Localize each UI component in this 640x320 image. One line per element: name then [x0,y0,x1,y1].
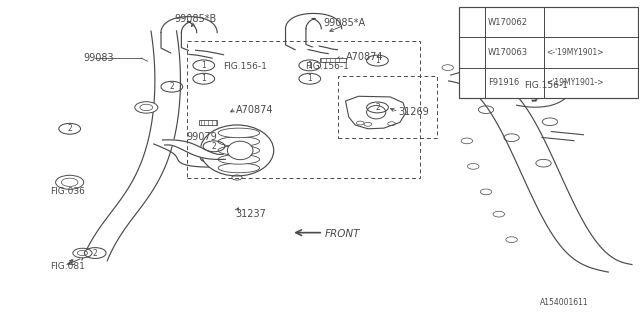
Ellipse shape [218,155,260,164]
Polygon shape [82,31,180,261]
Polygon shape [451,66,502,79]
Polygon shape [346,96,406,129]
Ellipse shape [218,128,260,138]
Polygon shape [516,89,575,107]
Text: A70874: A70874 [346,52,383,62]
Text: 2: 2 [93,249,97,258]
Circle shape [56,175,84,189]
Text: 99083: 99083 [84,53,115,63]
Text: 1: 1 [307,74,312,83]
Polygon shape [154,141,252,167]
Text: A154001611: A154001611 [540,298,589,307]
Polygon shape [285,29,313,50]
Text: 2: 2 [67,124,72,133]
Text: FRONT: FRONT [325,229,360,239]
Text: 1: 1 [307,61,312,70]
Text: FIG.081: FIG.081 [51,262,85,271]
Text: 1: 1 [202,74,206,83]
Ellipse shape [218,137,260,146]
Text: 1: 1 [202,61,206,70]
Ellipse shape [218,146,260,155]
Bar [320,58,346,62]
Polygon shape [189,50,223,58]
Circle shape [73,248,92,258]
Ellipse shape [218,163,260,173]
Text: A70874: A70874 [236,105,273,115]
Text: 99085*A: 99085*A [323,18,365,28]
Bar [187,41,420,178]
Text: 2: 2 [212,142,216,151]
Text: <-'19MY1901>: <-'19MY1901> [546,48,604,57]
Bar [338,76,437,138]
Text: F91916: F91916 [488,78,519,87]
Polygon shape [449,73,632,272]
Text: 2: 2 [170,82,174,91]
Polygon shape [542,132,584,141]
Circle shape [135,102,158,113]
Text: FIG.036: FIG.036 [51,188,85,196]
Text: <'19MY1901->: <'19MY1901-> [546,78,604,87]
Polygon shape [161,33,189,53]
Text: 31237: 31237 [236,209,267,219]
Ellipse shape [227,141,253,160]
Polygon shape [163,140,225,159]
Polygon shape [285,13,342,29]
Text: 31269: 31269 [399,107,429,117]
Ellipse shape [367,106,386,119]
Text: 99085*B: 99085*B [174,14,216,24]
Ellipse shape [200,125,274,176]
Text: FIG.156-1: FIG.156-1 [305,62,349,71]
Text: 99079: 99079 [186,132,217,142]
Text: FIG.156-1: FIG.156-1 [223,62,267,71]
Text: 1: 1 [375,56,380,65]
Polygon shape [308,46,337,53]
Text: 1: 1 [470,19,474,25]
Text: 2: 2 [375,103,380,112]
Text: W170063: W170063 [488,48,528,57]
Text: W170062: W170062 [488,18,528,27]
Text: FIG.156-1: FIG.156-1 [524,81,568,90]
Polygon shape [161,17,217,33]
Bar [199,120,217,125]
Bar [460,7,638,98]
Text: 2: 2 [470,50,474,55]
